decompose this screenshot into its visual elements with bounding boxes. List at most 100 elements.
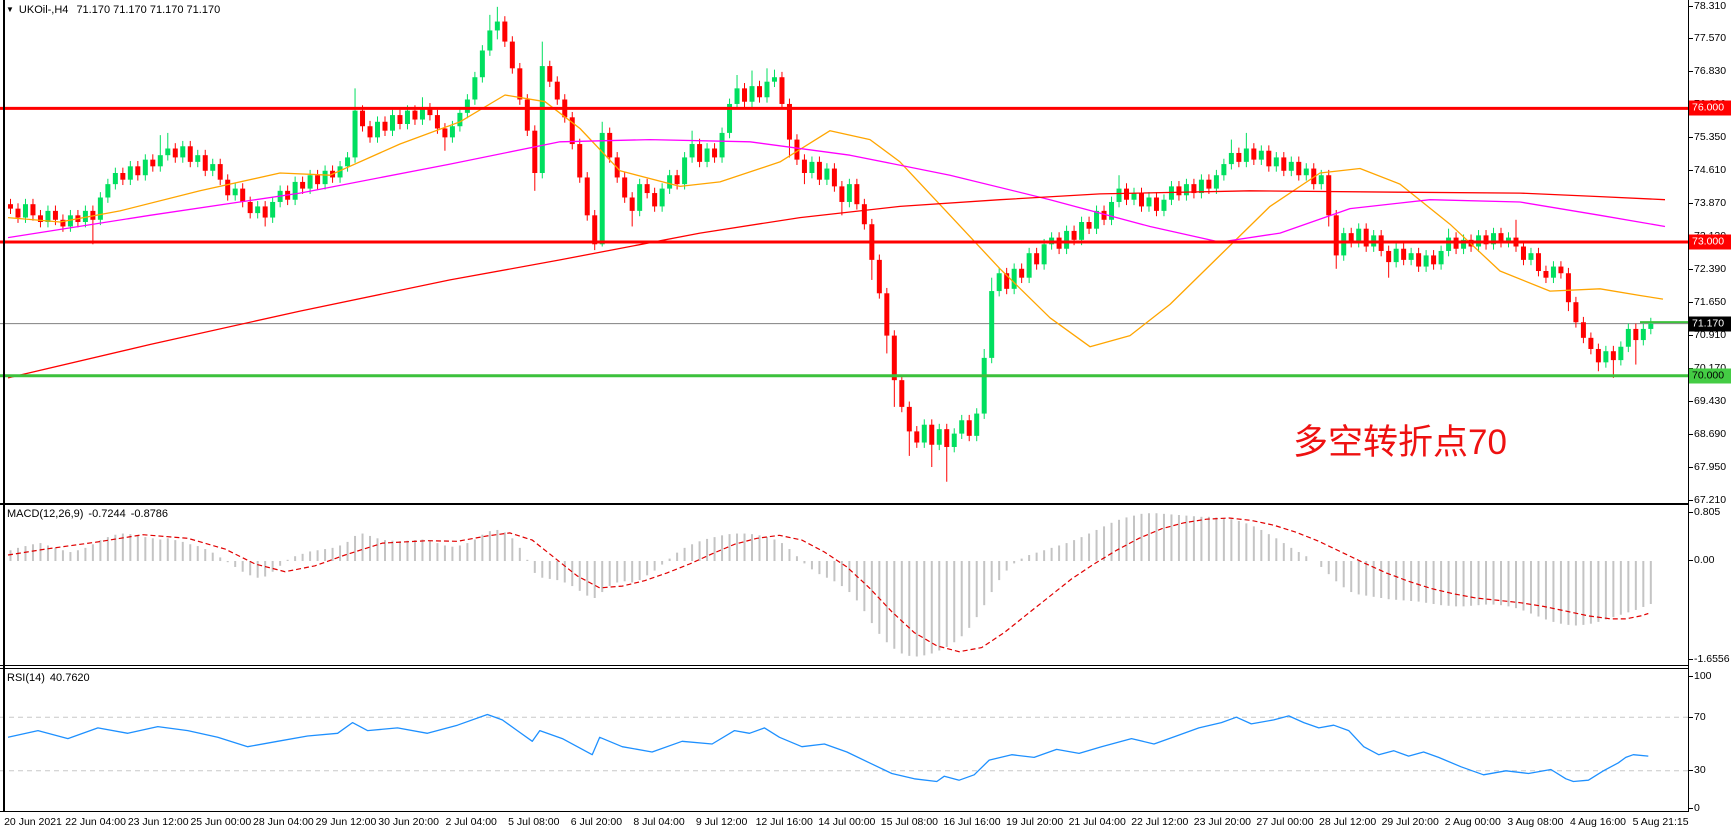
candle <box>1535 247 1541 277</box>
candle <box>180 140 186 163</box>
candle <box>592 209 598 251</box>
time-axis[interactable]: 20 Jun 2021 22 Jun 04:00 23 Jun 12:00 25 Ju… <box>0 812 1731 838</box>
candle <box>824 163 830 186</box>
indicator-tick <box>1689 512 1693 513</box>
price-tick <box>1689 203 1693 205</box>
candle <box>509 36 515 74</box>
candle-body <box>1026 253 1032 278</box>
price-tick <box>1689 170 1693 172</box>
price-tick-label: 72.390 <box>1694 263 1727 276</box>
macd-value-signal: -0.8786 <box>130 508 169 520</box>
candle-body <box>1011 268 1017 289</box>
candle <box>861 198 867 230</box>
candle <box>472 71 478 105</box>
candle-body <box>217 164 223 180</box>
candle <box>1146 192 1152 212</box>
symbol-info[interactable]: ▼ UKOil-,H4 71.170 71.170 71.170 71.170 <box>6 4 220 16</box>
candle <box>1416 247 1422 272</box>
candle-body <box>779 77 785 104</box>
candle <box>1528 247 1534 266</box>
ma-mid-magenta <box>7 138 1666 243</box>
candle <box>240 183 246 208</box>
time-label: 30 Jun 20:00 <box>378 816 439 828</box>
rsi-canvas[interactable] <box>0 669 1689 811</box>
time-label: 2 Aug 00:00 <box>1444 816 1501 828</box>
candle <box>352 88 358 163</box>
time-label: 23 Jul 20:00 <box>1193 816 1251 828</box>
time-label: 28 Jun 04:00 <box>253 816 314 828</box>
candle <box>771 69 777 88</box>
candle-body <box>539 66 545 174</box>
time-label: 29 Jun 12:00 <box>315 816 377 828</box>
candle-body <box>854 184 860 205</box>
candle-body <box>255 206 261 214</box>
candle <box>577 138 583 183</box>
candle-body <box>345 157 351 167</box>
candle-body <box>667 175 673 189</box>
candle <box>457 107 463 132</box>
indicator-tick <box>1689 717 1693 718</box>
price-chart-canvas[interactable] <box>0 0 1689 502</box>
candle-body <box>914 431 920 443</box>
candle-body <box>1146 197 1152 207</box>
candle-body <box>1356 228 1362 243</box>
candle <box>270 196 276 223</box>
candle <box>322 165 328 190</box>
candle-body <box>1266 150 1272 167</box>
chevron-down-icon[interactable]: ▼ <box>6 5 14 14</box>
time-label: 23 Jun 12:00 <box>127 816 189 828</box>
annotation-text: 多空转折点70 <box>1293 423 1507 462</box>
candle-body <box>592 215 598 245</box>
candle <box>794 134 800 165</box>
candle-body <box>1131 193 1137 200</box>
candle-body <box>1094 210 1100 229</box>
candle <box>727 98 733 139</box>
candle-body <box>764 81 770 98</box>
candle-body <box>1648 323 1654 329</box>
macd-canvas[interactable] <box>0 505 1689 665</box>
candle-body <box>1041 244 1047 265</box>
candle-body <box>1565 273 1571 303</box>
candle-body <box>996 273 1002 292</box>
time-label: 22 Jun 04:00 <box>65 816 126 828</box>
indicator-tick <box>1689 560 1693 561</box>
candle-body <box>839 186 845 202</box>
candle-body <box>1138 193 1144 207</box>
candle <box>1580 316 1586 344</box>
candle-body <box>135 166 141 176</box>
candle-body <box>1288 161 1294 171</box>
candle <box>1588 332 1594 355</box>
symbol-quotes: 71.170 71.170 71.170 71.170 <box>76 4 221 16</box>
time-label: 19 Jul 20:00 <box>1005 816 1064 828</box>
candle <box>712 143 718 163</box>
candle-body <box>262 206 268 218</box>
candle-body <box>1558 266 1564 274</box>
price-tick-label: 68.690 <box>1694 428 1727 441</box>
candle-body <box>704 148 710 162</box>
candle-body <box>959 420 965 434</box>
candle-body <box>1491 233 1497 245</box>
candle <box>1610 345 1616 378</box>
candle-body <box>532 130 538 174</box>
candle-body <box>1341 233 1347 256</box>
candle-body <box>202 155 208 171</box>
price-axis[interactable]: 78.31077.57076.83076.09075.35074.61073.8… <box>1689 0 1731 814</box>
time-label: 25 Jun 00:00 <box>190 816 252 828</box>
candle-body <box>307 175 313 189</box>
candle <box>127 160 133 186</box>
time-label: 3 Aug 08:00 <box>1507 816 1564 828</box>
current-price-badge: 71.170 <box>1689 316 1731 332</box>
candle <box>981 348 987 419</box>
candle <box>1288 156 1294 177</box>
rsi-line <box>7 713 1649 783</box>
candle-body <box>142 159 148 176</box>
candle <box>884 287 890 354</box>
candle-body <box>1221 164 1227 176</box>
candle-body <box>434 115 440 129</box>
price-tick <box>1689 302 1693 304</box>
candle-body <box>389 115 395 131</box>
time-label: 2 Jul 04:00 <box>445 816 497 828</box>
price-tick <box>1689 434 1693 436</box>
time-label: 28 Jul 12:00 <box>1318 816 1377 828</box>
candle-body <box>1461 239 1467 249</box>
